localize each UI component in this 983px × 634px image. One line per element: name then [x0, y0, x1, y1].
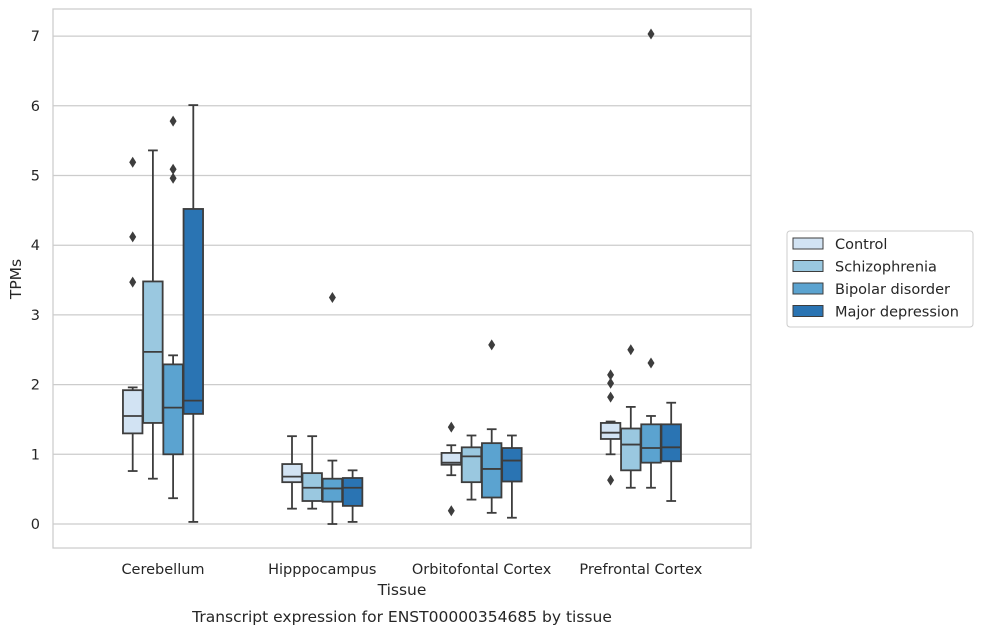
outlier-point	[607, 474, 615, 486]
legend-label: Bipolar disorder	[835, 282, 950, 298]
x-tick-label: Orbitofontal Cortex	[412, 562, 552, 578]
box-control	[440, 421, 462, 517]
outlier-point	[169, 163, 177, 175]
box-major-depression	[660, 401, 682, 502]
y-tick-label: 1	[31, 447, 40, 463]
y-tick-label: 6	[31, 99, 40, 115]
legend-label: Control	[835, 237, 887, 253]
boxes-layer	[122, 28, 682, 525]
box-bipolar-disorder	[640, 28, 662, 489]
iqr-box	[321, 477, 344, 503]
legend-swatch	[792, 260, 824, 272]
y-tick-labels: 0 1 2 3 4 5 6 7	[31, 29, 40, 533]
outlier-point	[447, 505, 455, 517]
iqr-box	[620, 427, 642, 472]
iqr-box	[460, 446, 483, 484]
outlier-point	[328, 291, 336, 303]
legend-swatch	[792, 282, 824, 295]
box-bipolar-disorder	[162, 115, 184, 500]
legend: Control Schizophrenia Bipolar disorder Majo…	[786, 230, 974, 328]
outlier-point	[447, 421, 455, 433]
iqr-box	[341, 477, 364, 507]
iqr-box	[162, 363, 184, 456]
outlier-point	[129, 276, 137, 288]
chart-caption: Transcript expression for ENST0000035468…	[191, 608, 612, 626]
outlier-point	[488, 339, 496, 351]
box-major-depression	[182, 104, 204, 523]
box-major-depression	[501, 434, 523, 519]
y-tick-label: 4	[31, 238, 40, 254]
plot-frame	[52, 8, 752, 549]
outlier-point	[607, 391, 615, 403]
outlier-point	[607, 377, 615, 389]
iqr-box	[281, 463, 303, 484]
x-tick-label: Hipppocampus	[268, 562, 376, 578]
iqr-box	[501, 447, 523, 483]
outlier-point	[627, 344, 635, 356]
iqr-box	[481, 442, 503, 499]
outlier-point	[647, 28, 655, 40]
box-schizophrenia	[620, 344, 642, 489]
x-tick-labels: Cerebellum Hipppocampus Orbitofontal Corte…	[121, 562, 702, 578]
legend-swatch	[792, 237, 824, 250]
box-bipolar-disorder	[321, 291, 344, 525]
legend-frame	[786, 230, 974, 328]
legend-label: Schizophrenia	[835, 260, 937, 276]
iqr-box	[660, 423, 682, 463]
iqr-box	[640, 423, 662, 464]
box-schizophrenia	[460, 434, 483, 501]
outlier-point	[169, 172, 177, 184]
x-tick-label: Prefrontal Cortex	[579, 562, 702, 578]
y-tick-label: 5	[31, 169, 40, 185]
outlier-point	[647, 357, 655, 369]
box-major-depression	[341, 469, 364, 523]
box-control	[599, 369, 622, 486]
box-control	[122, 156, 144, 472]
outlier-point	[607, 369, 615, 381]
y-tick-label: 2	[31, 378, 40, 394]
iqr-box	[182, 208, 204, 415]
outlier-point	[129, 231, 137, 243]
box-bipolar-disorder	[481, 339, 503, 514]
iqr-box	[122, 389, 144, 435]
outlier-point	[169, 115, 177, 127]
x-axis-label: Tissue	[377, 581, 427, 599]
x-tick-label: Cerebellum	[121, 562, 204, 578]
y-tick-label: 7	[31, 29, 40, 45]
legend-swatch	[792, 305, 824, 317]
box-schizophrenia	[301, 435, 323, 510]
outlier-point	[129, 156, 137, 168]
y-tick-label: 3	[31, 308, 40, 324]
y-tick-label: 0	[31, 517, 40, 533]
box-control	[281, 435, 303, 510]
iqr-box	[599, 422, 622, 440]
y-axis-label: TPMs	[7, 259, 25, 300]
box-schizophrenia	[142, 149, 164, 480]
legend-label: Major depression	[835, 305, 959, 321]
